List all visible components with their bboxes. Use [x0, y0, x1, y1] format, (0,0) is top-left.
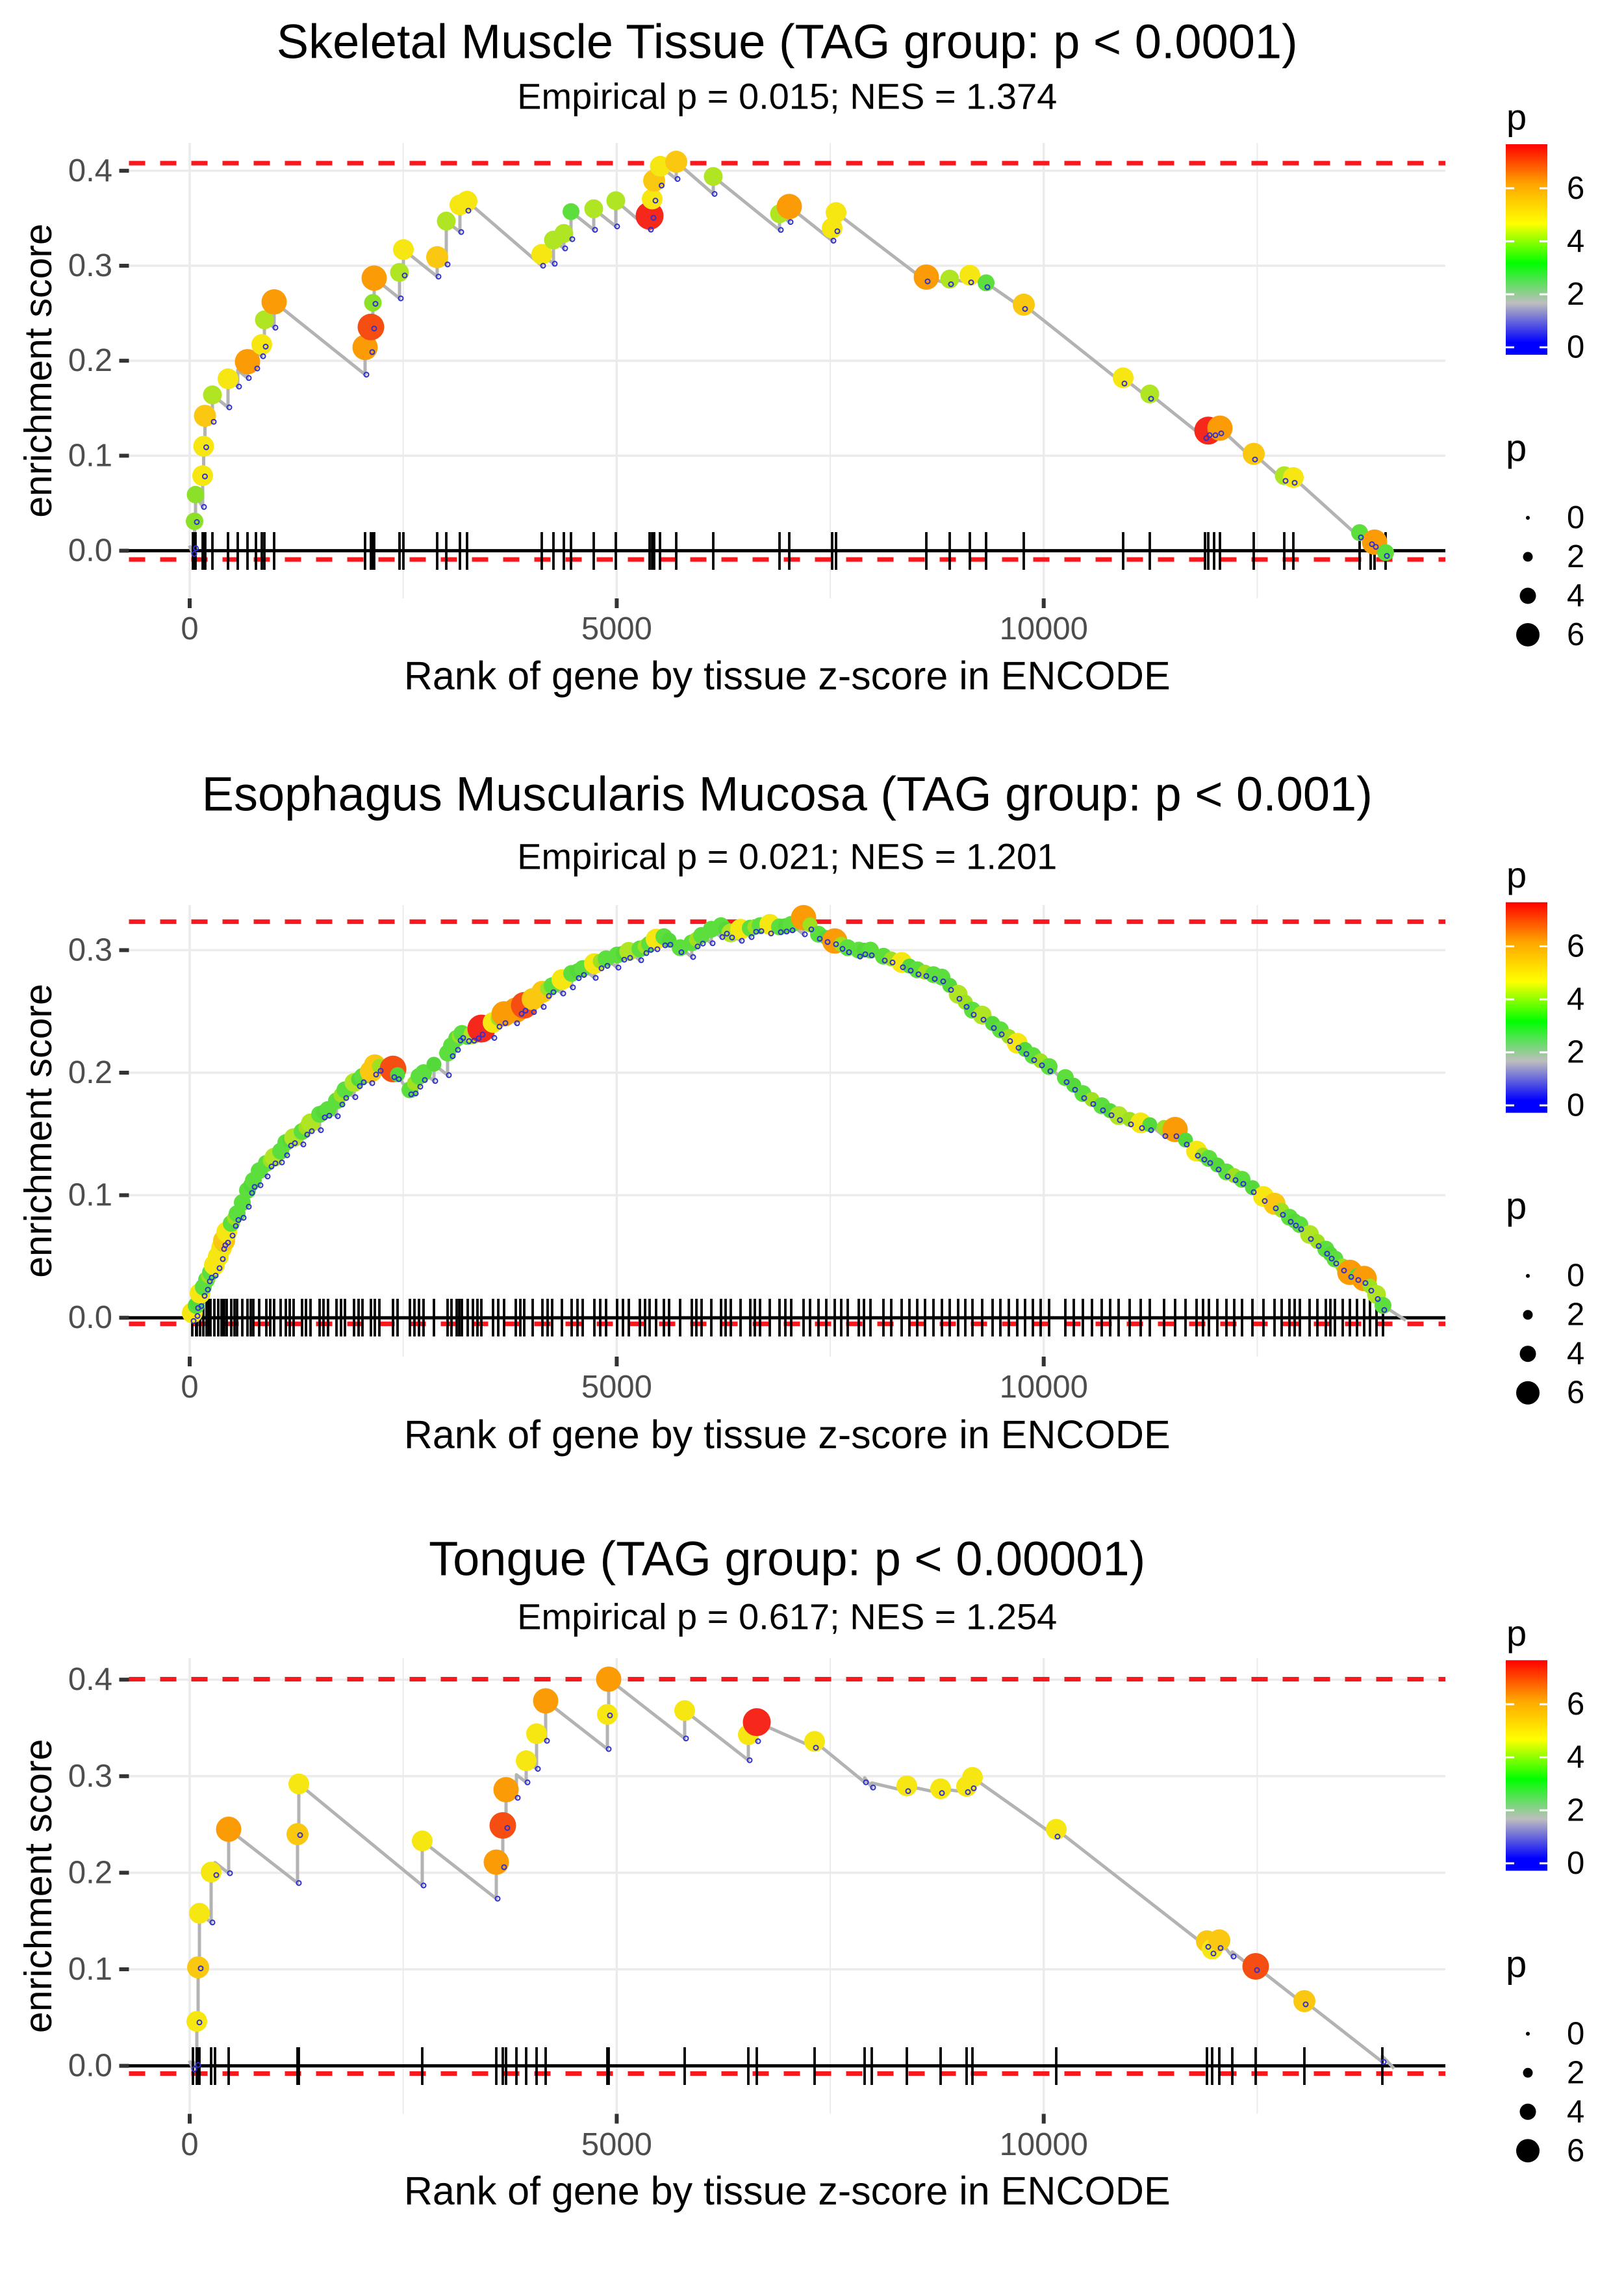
svg-text:Empirical p = 0.015; NES = 1.3: Empirical p = 0.015; NES = 1.374 — [517, 76, 1057, 117]
svg-text:p: p — [1506, 854, 1527, 895]
svg-text:0.1: 0.1 — [68, 438, 112, 473]
svg-text:p: p — [1506, 1943, 1527, 1986]
svg-text:0: 0 — [1567, 500, 1584, 535]
svg-text:0: 0 — [181, 611, 198, 646]
svg-text:0.4: 0.4 — [68, 153, 112, 188]
svg-text:0.0: 0.0 — [68, 533, 112, 568]
svg-text:4: 4 — [1567, 982, 1584, 1017]
svg-text:6: 6 — [1567, 929, 1584, 964]
svg-text:Rank of gene by tissue z-score: Rank of gene by tissue z-score in ENCODE — [404, 1412, 1171, 1457]
svg-text:0: 0 — [1567, 1088, 1584, 1123]
svg-text:0: 0 — [1567, 2016, 1584, 2051]
svg-text:10000: 10000 — [1000, 1370, 1088, 1405]
svg-text:4: 4 — [1567, 224, 1584, 259]
svg-text:0.1: 0.1 — [68, 1952, 112, 1987]
svg-text:enrichment score: enrichment score — [17, 224, 60, 518]
svg-text:0.2: 0.2 — [68, 1855, 112, 1890]
svg-text:Skeletal Muscle Tissue (TAG gr: Skeletal Muscle Tissue (TAG group: p < 0… — [277, 15, 1298, 69]
svg-text:6: 6 — [1567, 1687, 1584, 1722]
svg-text:0: 0 — [1567, 1258, 1584, 1294]
svg-text:0.0: 0.0 — [68, 1300, 112, 1335]
svg-text:0.3: 0.3 — [68, 248, 112, 283]
svg-text:0.3: 0.3 — [68, 932, 112, 967]
svg-text:p: p — [1506, 1613, 1527, 1654]
svg-text:0.2: 0.2 — [68, 343, 112, 378]
svg-text:6: 6 — [1567, 2133, 1584, 2168]
svg-text:Tongue (TAG group: p < 0.00001: Tongue (TAG group: p < 0.00001) — [429, 1532, 1145, 1586]
svg-text:p: p — [1506, 1185, 1527, 1227]
svg-text:0: 0 — [181, 1370, 198, 1405]
svg-text:2: 2 — [1567, 539, 1584, 574]
svg-text:5000: 5000 — [581, 1370, 652, 1405]
svg-text:2: 2 — [1567, 1035, 1584, 1070]
svg-text:4: 4 — [1567, 578, 1584, 613]
svg-text:Rank of gene by tissue z-score: Rank of gene by tissue z-score in ENCODE — [404, 2169, 1171, 2213]
svg-text:2: 2 — [1567, 2055, 1584, 2090]
svg-text:0: 0 — [1567, 330, 1584, 365]
svg-text:0.2: 0.2 — [68, 1055, 112, 1090]
svg-text:2: 2 — [1567, 277, 1584, 312]
svg-text:4: 4 — [1567, 1336, 1584, 1372]
svg-text:0: 0 — [181, 2127, 198, 2162]
svg-text:p: p — [1506, 97, 1527, 138]
svg-text:2: 2 — [1567, 1297, 1584, 1333]
svg-text:10000: 10000 — [1000, 2127, 1088, 2162]
svg-text:Empirical p = 0.617; NES = 1.2: Empirical p = 0.617; NES = 1.254 — [517, 1596, 1057, 1637]
svg-text:0: 0 — [1567, 1846, 1584, 1881]
svg-text:enrichment score: enrichment score — [17, 1739, 60, 2034]
svg-text:6: 6 — [1567, 171, 1584, 206]
svg-text:Rank of gene by tissue z-score: Rank of gene by tissue z-score in ENCODE — [404, 654, 1171, 698]
svg-text:0.3: 0.3 — [68, 1759, 112, 1794]
svg-text:p: p — [1506, 428, 1527, 470]
svg-text:2: 2 — [1567, 1793, 1584, 1828]
svg-text:0.0: 0.0 — [68, 2049, 112, 2084]
svg-text:Empirical p = 0.021; NES = 1.2: Empirical p = 0.021; NES = 1.201 — [517, 836, 1057, 877]
svg-text:6: 6 — [1567, 1375, 1584, 1411]
svg-text:5000: 5000 — [581, 611, 652, 646]
svg-text:0.1: 0.1 — [68, 1178, 112, 1213]
svg-text:6: 6 — [1567, 617, 1584, 652]
svg-text:4: 4 — [1567, 2094, 1584, 2129]
svg-text:5000: 5000 — [581, 2127, 652, 2162]
svg-text:enrichment score: enrichment score — [17, 984, 60, 1278]
svg-text:10000: 10000 — [1000, 611, 1088, 646]
svg-text:0.4: 0.4 — [68, 1662, 112, 1697]
svg-text:4: 4 — [1567, 1740, 1584, 1775]
svg-text:Esophagus Muscularis Mucosa (T: Esophagus Muscularis Mucosa (TAG group: … — [202, 767, 1373, 821]
